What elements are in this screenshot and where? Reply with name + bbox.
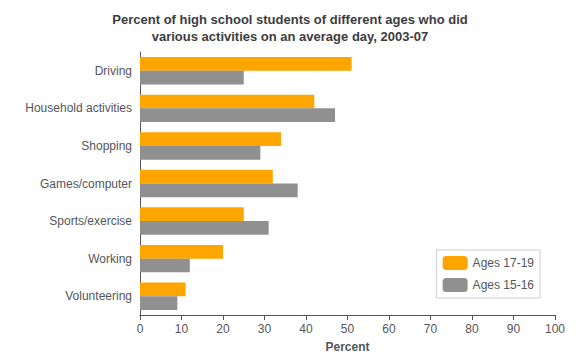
svg-text:Percent of high school student: Percent of high school students of diffe… <box>112 12 467 27</box>
svg-text:80: 80 <box>465 322 479 336</box>
svg-text:10: 10 <box>175 322 189 336</box>
svg-text:0: 0 <box>137 322 144 336</box>
svg-text:Games/computer: Games/computer <box>40 177 132 191</box>
svg-text:50: 50 <box>341 322 355 336</box>
svg-text:Ages 17-19: Ages 17-19 <box>473 256 535 270</box>
svg-text:Driving: Driving <box>95 64 132 78</box>
svg-text:Sports/exercise: Sports/exercise <box>49 214 132 228</box>
svg-text:100: 100 <box>545 322 565 336</box>
svg-text:40: 40 <box>299 322 313 336</box>
svg-text:30: 30 <box>258 322 272 336</box>
svg-text:Working: Working <box>88 252 132 266</box>
svg-text:70: 70 <box>424 322 438 336</box>
svg-text:Percent: Percent <box>325 340 369 354</box>
svg-text:90: 90 <box>507 322 521 336</box>
svg-text:20: 20 <box>216 322 230 336</box>
svg-text:Ages 15-16: Ages 15-16 <box>473 278 535 292</box>
svg-text:60: 60 <box>382 322 396 336</box>
svg-text:Shopping: Shopping <box>81 139 132 153</box>
svg-text:Household activities: Household activities <box>25 101 132 115</box>
svg-text:Volunteering: Volunteering <box>65 289 132 303</box>
svg-text:various activities on an avera: various activities on an average day, 20… <box>152 29 429 44</box>
